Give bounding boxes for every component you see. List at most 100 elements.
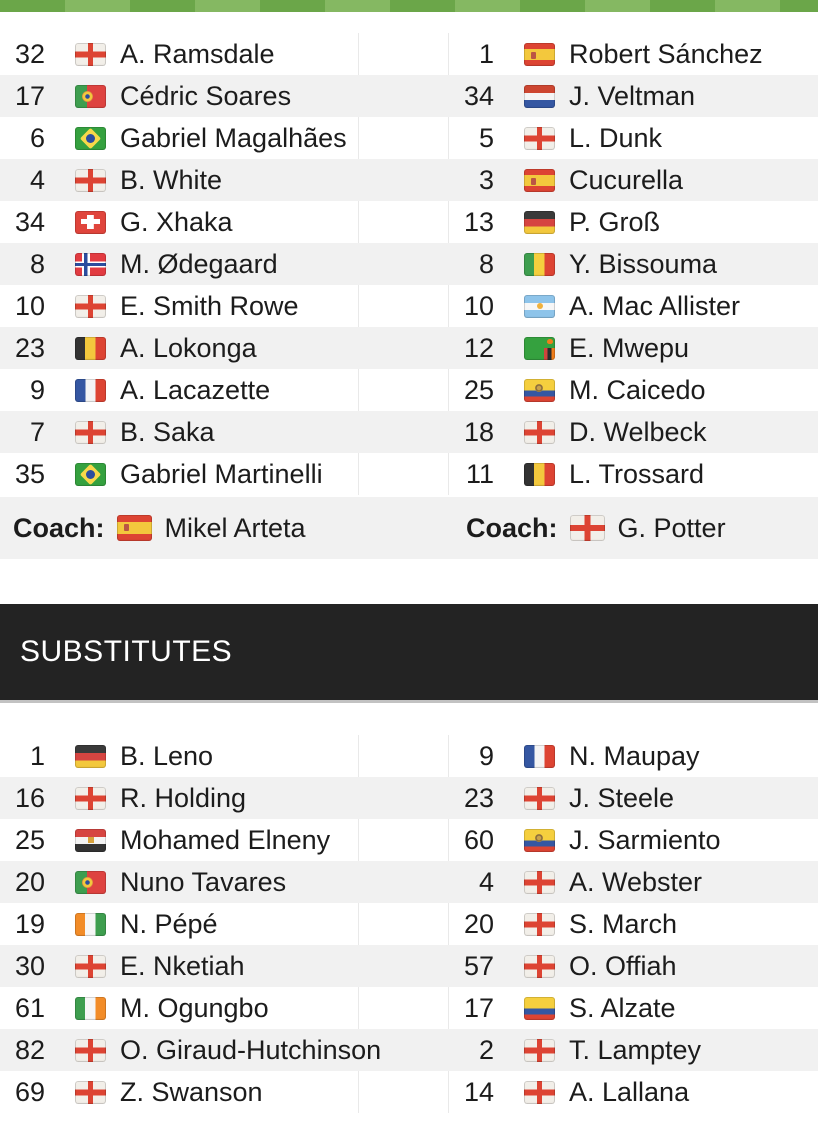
player-cell: 1 Robert Sánchez	[358, 33, 818, 75]
player-name[interactable]: M. Ogungbo	[120, 992, 269, 1023]
player-name[interactable]: B. White	[120, 164, 223, 195]
player-name[interactable]: Mohamed Elneny	[120, 824, 331, 855]
player-cell: 14 A. Lallana	[358, 1071, 818, 1113]
spain-flag-icon	[524, 168, 555, 192]
switzerland-flag-icon	[75, 210, 106, 234]
player-row: 16 R. Holding 23 J. Steele	[0, 777, 818, 819]
player-name[interactable]: T. Lamptey	[569, 1034, 702, 1065]
player-name[interactable]: J. Veltman	[569, 80, 696, 111]
player-number: 82	[14, 1034, 45, 1065]
player-number: 11	[465, 458, 494, 489]
player-name[interactable]: P. Groß	[569, 206, 661, 237]
player-name[interactable]: N. Pépé	[120, 908, 218, 939]
belgium-flag-icon	[524, 462, 555, 486]
player-cell: 82 O. Giraud-Hutchinson	[0, 1029, 381, 1071]
coach-name[interactable]: G. Potter	[617, 512, 726, 543]
player-name[interactable]: Robert Sánchez	[569, 38, 763, 69]
player-name[interactable]: L. Dunk	[569, 122, 663, 153]
portugal-flag-icon	[75, 84, 106, 108]
colombia-flag-icon	[524, 996, 555, 1020]
column-divider	[448, 735, 449, 1113]
player-number: 12	[463, 332, 494, 363]
player-name[interactable]: J. Steele	[569, 782, 675, 813]
player-name[interactable]: Gabriel Magalhães	[120, 122, 347, 153]
player-number: 8	[478, 248, 494, 279]
player-name[interactable]: Cédric Soares	[120, 80, 292, 111]
player-cell: 32 A. Ramsdale	[0, 33, 358, 75]
egypt-flag-icon	[75, 828, 106, 852]
player-cell: 7 B. Saka	[0, 411, 358, 453]
player-row: 23 A. Lokonga 12 E. Mwepu	[0, 327, 818, 369]
player-row: 25 Mohamed Elneny 60 J. Sarmiento	[0, 819, 818, 861]
player-name[interactable]: O. Offiah	[569, 950, 677, 981]
substitutes-header: SUBSTITUTES	[0, 604, 818, 703]
player-row: 6 Gabriel Magalhães 5 L. Dunk	[0, 117, 818, 159]
player-name[interactable]: A. Lokonga	[120, 332, 257, 363]
player-row: 4 B. White 3 Cucurella	[0, 159, 818, 201]
france-flag-icon	[524, 744, 555, 768]
player-cell: 4 B. White	[0, 159, 358, 201]
player-name[interactable]: Gabriel Martinelli	[120, 458, 323, 489]
spain-flag-icon	[524, 42, 555, 66]
player-number: 7	[29, 416, 45, 447]
player-name[interactable]: B. Saka	[120, 416, 215, 447]
player-name[interactable]: L. Trossard	[569, 458, 705, 489]
player-number: 10	[14, 290, 45, 321]
player-cell: 69 Z. Swanson	[0, 1071, 358, 1113]
player-name[interactable]: E. Nketiah	[120, 950, 245, 981]
lineup-table: 32 A. Ramsdale 1 Robert Sánchez 17 Cédric Soa…	[0, 33, 818, 495]
player-cell: 34 J. Veltman	[358, 75, 818, 117]
england-flag-icon	[75, 1080, 106, 1104]
player-name[interactable]: G. Xhaka	[120, 206, 233, 237]
england-flag-icon	[75, 168, 106, 192]
player-name[interactable]: N. Maupay	[569, 740, 700, 771]
player-name[interactable]: E. Mwepu	[569, 332, 690, 363]
player-name[interactable]: Cucurella	[569, 164, 684, 195]
player-cell: 25 M. Caicedo	[358, 369, 818, 411]
player-name[interactable]: A. Lallana	[569, 1076, 690, 1107]
player-name[interactable]: S. March	[569, 908, 678, 939]
zambia-flag-icon	[524, 336, 555, 360]
player-cell: 8 M. Ødegaard	[0, 243, 358, 285]
brazil-flag-icon	[75, 462, 106, 486]
player-name[interactable]: J. Sarmiento	[569, 824, 721, 855]
player-name[interactable]: A. Lacazette	[120, 374, 271, 405]
coach-name[interactable]: Mikel Arteta	[164, 512, 306, 543]
player-cell: 11 L. Trossard	[358, 453, 818, 495]
player-number: 20	[14, 866, 45, 897]
player-name[interactable]: M. Caicedo	[569, 374, 706, 405]
player-row: 30 E. Nketiah 57 O. Offiah	[0, 945, 818, 987]
england-flag-icon	[75, 42, 106, 66]
player-name[interactable]: O. Giraud-Hutchinson	[120, 1034, 382, 1065]
player-cell: 9 N. Maupay	[358, 735, 818, 777]
player-cell: 61 M. Ogungbo	[0, 987, 358, 1029]
player-name[interactable]: A. Ramsdale	[120, 38, 275, 69]
column-divider	[358, 735, 359, 1113]
player-number: 8	[29, 248, 45, 279]
player-cell: 23 J. Steele	[358, 777, 818, 819]
england-flag-icon	[75, 1038, 106, 1062]
player-cell: 20 Nuno Tavares	[0, 861, 358, 903]
player-name[interactable]: Z. Swanson	[120, 1076, 263, 1107]
player-name[interactable]: E. Smith Rowe	[120, 290, 299, 321]
player-name[interactable]: A. Webster	[569, 866, 703, 897]
player-name[interactable]: Nuno Tavares	[120, 866, 287, 897]
player-cell: 9 A. Lacazette	[0, 369, 358, 411]
player-cell: 17 Cédric Soares	[0, 75, 358, 117]
player-name[interactable]: B. Leno	[120, 740, 214, 771]
player-name[interactable]: S. Alzate	[569, 992, 676, 1023]
england-flag-icon	[524, 870, 555, 894]
england-flag-icon	[75, 954, 106, 978]
player-name[interactable]: Y. Bissouma	[569, 248, 718, 279]
player-row: 10 E. Smith Rowe 10 A. Mac Allister	[0, 285, 818, 327]
ivory-coast-flag-icon	[75, 912, 106, 936]
pitch-stripes-bar	[0, 0, 818, 12]
player-name[interactable]: A. Mac Allister	[569, 290, 741, 321]
player-name[interactable]: R. Holding	[120, 782, 247, 813]
ecuador-flag-icon	[524, 828, 555, 852]
player-name[interactable]: D. Welbeck	[569, 416, 707, 447]
england-flag-icon	[569, 515, 605, 541]
player-number: 4	[29, 164, 45, 195]
player-name[interactable]: M. Ødegaard	[120, 248, 278, 279]
netherlands-flag-icon	[524, 84, 555, 108]
